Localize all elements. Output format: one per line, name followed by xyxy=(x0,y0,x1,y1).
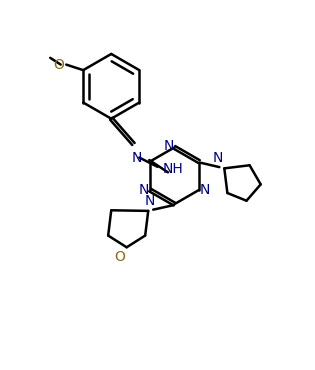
Text: NH: NH xyxy=(163,162,184,176)
Text: N: N xyxy=(139,183,149,197)
Text: N: N xyxy=(164,139,174,153)
Text: N: N xyxy=(144,194,155,208)
Text: O: O xyxy=(114,250,125,264)
Text: N: N xyxy=(212,151,223,165)
Text: N: N xyxy=(132,151,142,165)
Text: N: N xyxy=(200,183,210,197)
Text: O: O xyxy=(53,58,64,72)
